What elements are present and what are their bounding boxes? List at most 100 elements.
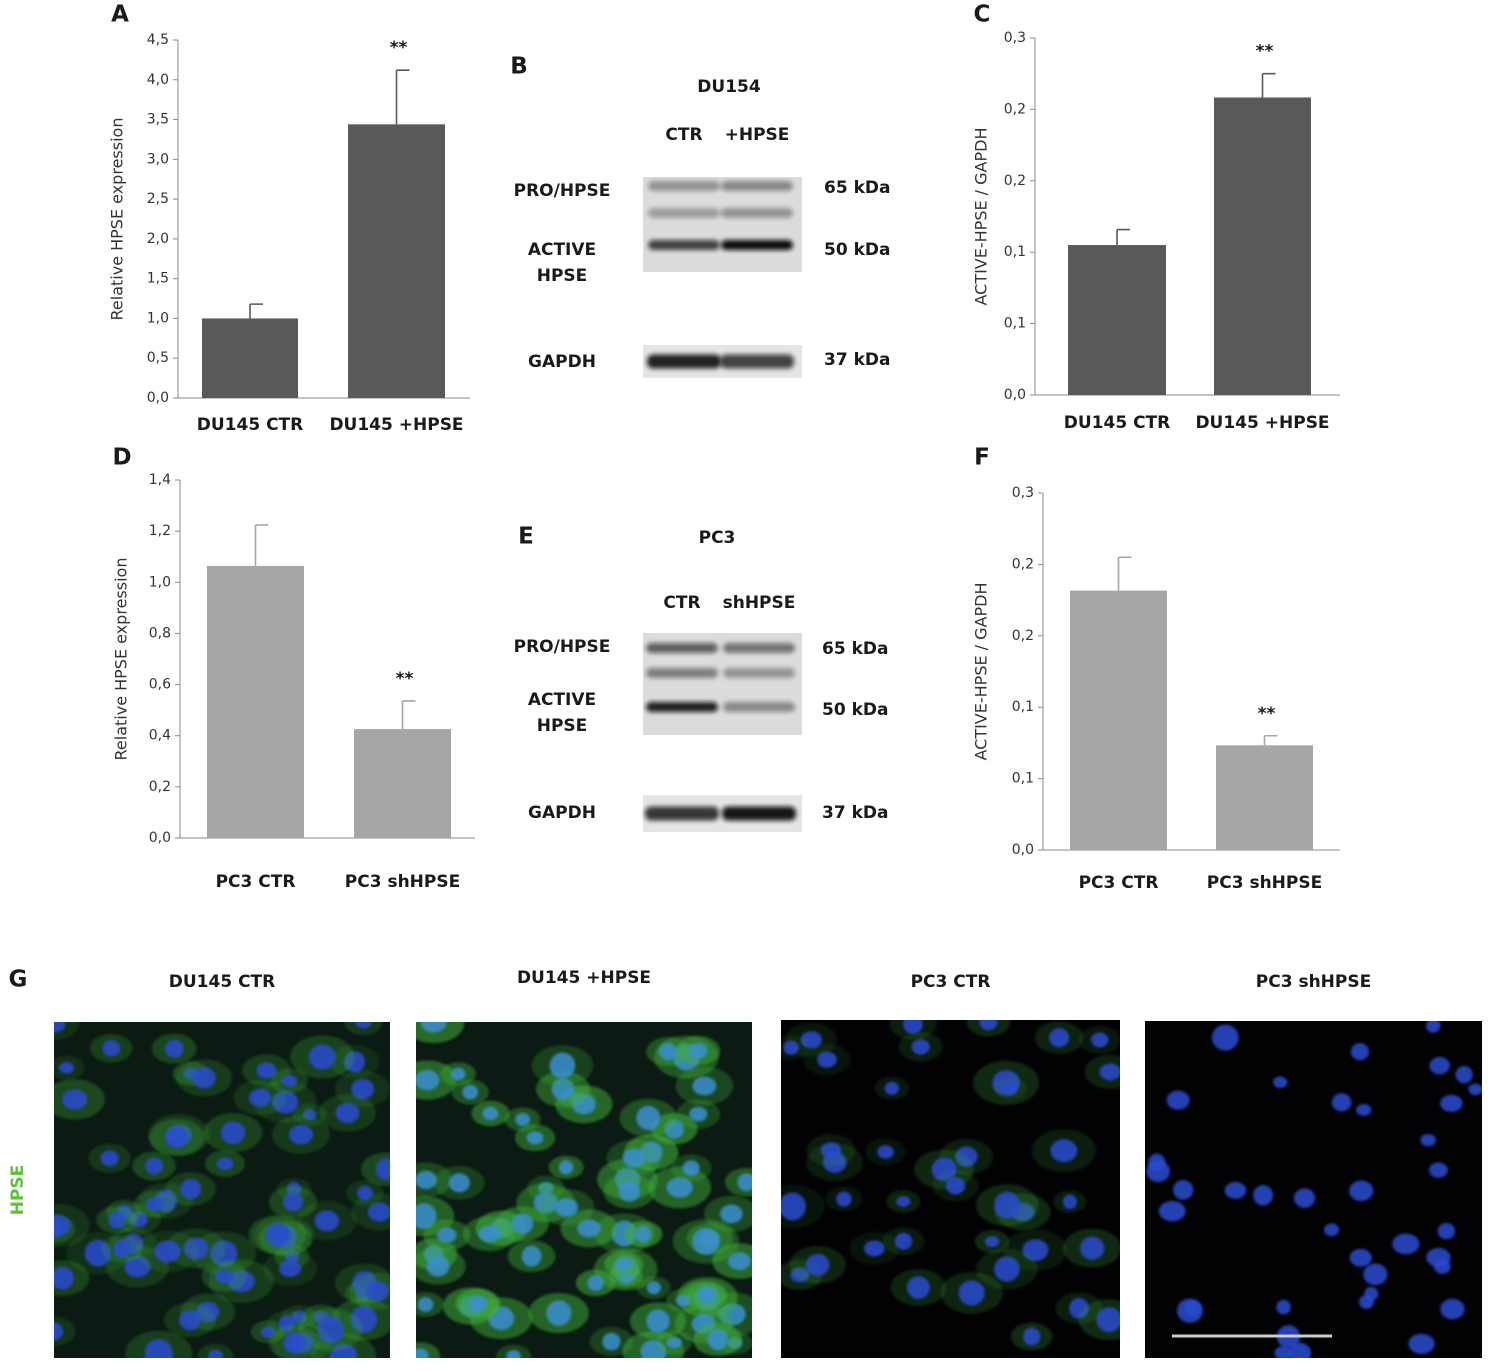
nucleus <box>54 1022 66 1033</box>
nucleus <box>351 1078 375 1100</box>
nucleus <box>154 1240 181 1263</box>
nucleus <box>357 1185 373 1201</box>
nucleus <box>1099 1063 1120 1081</box>
nucleus <box>836 1191 852 1207</box>
band-label: ACTIVE <box>528 690 596 710</box>
bar <box>1214 97 1311 395</box>
nucleus <box>1425 1021 1441 1033</box>
micrograph <box>1145 1021 1482 1358</box>
nucleus <box>1273 1076 1288 1089</box>
nucleus <box>1022 1327 1041 1346</box>
nucleus <box>958 1280 985 1306</box>
band-label: GAPDH <box>528 352 596 372</box>
nucleus <box>636 1105 661 1130</box>
nucleus <box>1274 1346 1293 1358</box>
nucleus <box>248 1088 272 1107</box>
y-tick-label: 0,6 <box>149 677 171 693</box>
nucleus <box>546 1300 572 1326</box>
micrograph <box>416 1022 752 1358</box>
nucleus <box>1091 1032 1109 1048</box>
nucleus <box>1293 1188 1316 1208</box>
nucleus <box>903 1020 923 1034</box>
error-bar <box>249 303 263 319</box>
image-title: PC3 CTR <box>911 972 991 992</box>
nucleus <box>737 1173 752 1192</box>
nucleus <box>144 1157 164 1175</box>
nucleus <box>58 1061 74 1074</box>
panel-letter: A <box>111 2 129 28</box>
cytoplasm <box>344 1022 383 1036</box>
nucleus <box>1079 1236 1105 1260</box>
x-tick-label: DU145 +HPSE <box>1195 413 1329 433</box>
nucleus <box>145 1196 163 1212</box>
nucleus <box>1426 1247 1451 1267</box>
nucleus <box>282 1192 304 1212</box>
nucleus <box>1003 1081 1018 1095</box>
nucleus <box>450 1067 466 1081</box>
nucleus <box>100 1150 119 1167</box>
band-label: HPSE <box>537 266 588 286</box>
panel-letter: F <box>974 445 990 471</box>
y-tick-label: 0,1 <box>1012 771 1034 787</box>
nucleus <box>265 1222 290 1247</box>
nucleus <box>979 1020 998 1031</box>
x-tick-label: PC3 shHPSE <box>1207 873 1322 893</box>
bar <box>1216 745 1313 850</box>
nucleus <box>165 1127 189 1149</box>
image-title: DU145 +HPSE <box>517 968 651 988</box>
nucleus <box>1349 1248 1372 1267</box>
nucleus <box>698 1287 716 1303</box>
y-tick-label: 0,0 <box>147 390 169 406</box>
nucleus <box>658 1042 677 1061</box>
band-label: HPSE <box>537 716 588 736</box>
significance: ** <box>1258 704 1276 724</box>
y-tick-label: 3,5 <box>147 112 169 128</box>
image-title: DU145 CTR <box>169 972 275 992</box>
nucleus <box>1392 1233 1420 1255</box>
y-tick-label: 0,8 <box>149 625 171 641</box>
y-axis-label: Relative HPSE expression <box>108 118 127 321</box>
nucleus <box>1429 1162 1448 1178</box>
nucleus <box>180 1178 202 1200</box>
cytoplasm <box>54 1316 76 1346</box>
y-tick-label: 2,5 <box>147 191 169 207</box>
blot-band <box>646 702 718 712</box>
nucleus <box>207 1349 224 1358</box>
blot-band <box>648 240 720 250</box>
y-tick-label: 0,0 <box>1004 387 1026 403</box>
error-bar <box>401 700 416 730</box>
nucleus <box>906 1276 930 1299</box>
nucleus <box>375 1158 390 1181</box>
nucleus <box>1440 1298 1465 1320</box>
nucleus <box>214 1269 234 1284</box>
nucleus <box>1183 1300 1201 1316</box>
error-bar <box>1261 72 1276 98</box>
band-label: GAPDH <box>528 803 596 823</box>
nucleus <box>1211 1024 1239 1051</box>
y-tick-label: 0,1 <box>1004 316 1026 332</box>
y-tick-label: 0,2 <box>1004 173 1026 189</box>
nucleus <box>420 1022 447 1033</box>
nucleus <box>164 1039 184 1058</box>
nucleus <box>1276 1299 1291 1315</box>
blot-band <box>645 806 719 821</box>
x-tick-label: PC3 CTR <box>1079 873 1159 893</box>
nucleus <box>554 1198 579 1217</box>
nucleus <box>1224 1181 1247 1199</box>
blot-band <box>720 354 794 369</box>
y-tick-label: 0,2 <box>149 779 171 795</box>
nucleus <box>864 1240 885 1257</box>
nucleus <box>102 1040 121 1057</box>
micrograph <box>781 1020 1120 1358</box>
nucleus <box>482 1106 499 1121</box>
y-tick-label: 2,0 <box>147 231 169 247</box>
nucleus <box>884 1081 900 1095</box>
y-tick-label: 0,1 <box>1004 244 1026 260</box>
x-tick-label: PC3 CTR <box>216 872 296 892</box>
nucleus <box>666 1177 693 1198</box>
nucleus <box>367 1202 390 1222</box>
blot-band <box>723 643 795 653</box>
nucleus <box>468 1294 488 1313</box>
micrograph-bg <box>1145 1021 1482 1358</box>
x-tick-label: DU145 +HPSE <box>329 415 463 435</box>
